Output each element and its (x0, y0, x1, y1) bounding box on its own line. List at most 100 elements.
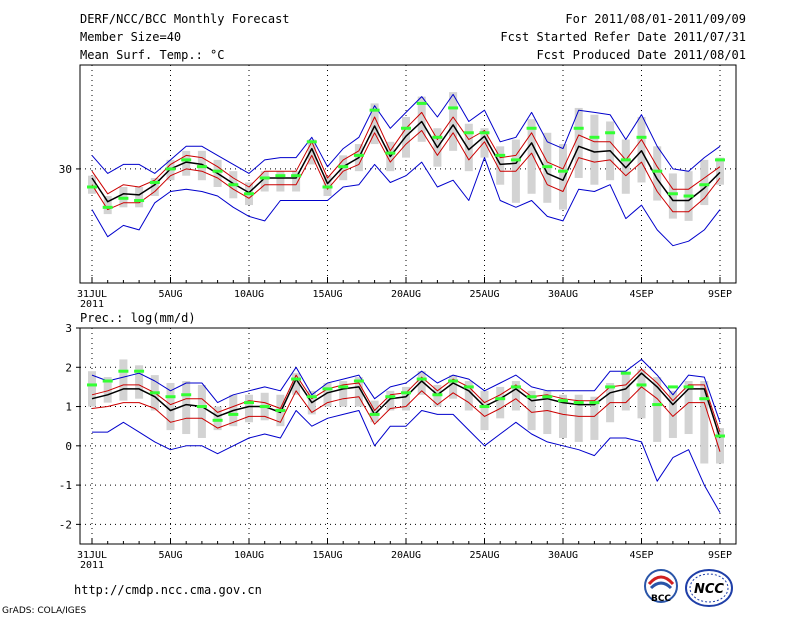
ensemble-mean-line (91, 372, 721, 439)
spread-bar (480, 128, 489, 158)
x-tick-label: 5AUG (158, 289, 182, 300)
forecast-period-label: For 2011/08/01-2011/09/09 (565, 12, 746, 26)
panel-frame (79, 327, 737, 545)
spread-bar (464, 123, 473, 172)
spread-bar (182, 381, 191, 435)
y-tick-label: 0 (65, 440, 72, 453)
ensemble-min-line (92, 410, 721, 513)
observation-marker (338, 165, 349, 169)
ncc-logo-text: NCC (694, 582, 724, 597)
observation-marker (510, 158, 521, 162)
spread-bar (260, 171, 269, 192)
observation-marker (432, 135, 443, 139)
spread-bar (527, 119, 536, 194)
mean-minus-sd-line (91, 130, 721, 213)
spread-bar (292, 171, 301, 192)
observation-marker (149, 391, 160, 395)
observation-marker (228, 183, 239, 187)
observation-marker (338, 385, 349, 389)
grads-credit: GrADS: COLA/IGES (2, 606, 87, 616)
observation-marker (306, 140, 317, 144)
x-tick-label: 25AUG (469, 289, 499, 300)
observation-marker (181, 393, 192, 397)
spread-bar (135, 186, 144, 208)
spread-bar (668, 173, 677, 219)
observation-marker (134, 199, 145, 203)
observation-marker (479, 131, 490, 135)
observation-marker (306, 395, 317, 399)
observation-marker (87, 185, 97, 189)
observation-marker (573, 126, 584, 130)
observation-marker (605, 385, 616, 389)
panel-frame (79, 64, 737, 284)
x-tick-label: 4SEP (629, 550, 653, 561)
observation-marker (683, 385, 694, 389)
observation-marker (275, 408, 286, 412)
x-tick-label: 30AUG (548, 289, 578, 300)
observation-marker (510, 385, 521, 389)
spread-bar (292, 373, 301, 395)
observation-marker (636, 135, 647, 139)
x-tick-label: 4SEP (629, 289, 653, 300)
spread-bar (339, 381, 348, 407)
observation-marker (181, 158, 192, 162)
spread-bar (417, 371, 426, 395)
bcc-logo: BCC (644, 569, 678, 604)
observation-marker (196, 405, 207, 409)
observation-marker (636, 383, 647, 387)
y-tick-label: 2 (65, 361, 72, 374)
observation-marker (620, 371, 631, 375)
x-tick-label: 15AUG (312, 550, 342, 561)
observation-marker (620, 158, 631, 162)
x-tick-label: 25AUG (469, 550, 499, 561)
precip-panel-title: Prec.: log(mm/d) (80, 311, 196, 325)
observation-marker (369, 412, 380, 416)
observation-marker (102, 379, 113, 383)
observation-marker (573, 401, 584, 405)
mean-minus-sd-line (91, 386, 721, 452)
observation-marker (228, 412, 239, 416)
x-tick-label: 9SEP (708, 289, 732, 300)
forecast-produced-label: Fcst Produced Date 2011/08/01 (536, 48, 746, 62)
ensemble-mean-line (91, 120, 721, 203)
observation-marker (353, 379, 364, 383)
observation-marker (165, 395, 176, 399)
observation-marker (385, 395, 396, 399)
x-tick-label: 5AUG (158, 550, 182, 561)
spread-bar (197, 384, 206, 438)
spread-bar (119, 359, 128, 401)
observation-marker (463, 131, 474, 135)
observation-marker (291, 377, 302, 381)
y-tick-label: 3 (65, 322, 72, 335)
observation-marker (212, 418, 223, 422)
observation-marker (448, 106, 459, 110)
spread-bar (496, 386, 505, 419)
spread-bar (496, 146, 505, 185)
y-tick-label: -2 (59, 518, 72, 531)
chart-title: DERF/NCC/BCC Monthly Forecast (80, 12, 290, 26)
spread-bar (166, 382, 175, 431)
spread-bar (213, 406, 222, 431)
spread-bar (621, 139, 630, 194)
observation-marker (448, 379, 459, 383)
spread-bar (559, 144, 567, 210)
observation-marker (542, 165, 553, 169)
spread-bar (88, 371, 96, 407)
ensemble-max-line (91, 358, 721, 423)
x-tick-label: 10AUG (234, 289, 264, 300)
spread-bar (637, 369, 646, 419)
x-tick-label: 30AUG (548, 550, 578, 561)
spread-bar (150, 177, 159, 197)
observation-marker (385, 151, 396, 155)
observation-marker (542, 395, 553, 399)
spread-bar (449, 375, 458, 399)
observation-marker (416, 101, 427, 105)
spread-bar (637, 116, 646, 183)
source-url: http://cmdp.ncc.cma.gov.cn (74, 583, 262, 597)
spread-bar (464, 381, 473, 411)
spread-bar (590, 114, 599, 185)
observation-marker (652, 403, 663, 407)
ncc-logo: NCC (685, 569, 733, 607)
